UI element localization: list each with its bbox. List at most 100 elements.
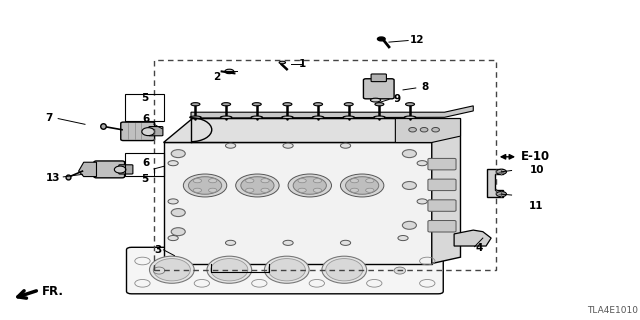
- Ellipse shape: [191, 103, 200, 106]
- FancyBboxPatch shape: [149, 126, 163, 136]
- Ellipse shape: [314, 179, 321, 183]
- Ellipse shape: [168, 161, 178, 166]
- Circle shape: [496, 192, 506, 197]
- Polygon shape: [396, 119, 461, 142]
- Ellipse shape: [209, 179, 217, 183]
- Ellipse shape: [211, 259, 248, 281]
- Text: 6: 6: [143, 114, 150, 124]
- Ellipse shape: [404, 116, 416, 119]
- Bar: [154, 60, 495, 270]
- Text: 10: 10: [530, 165, 545, 175]
- Polygon shape: [191, 106, 473, 118]
- Ellipse shape: [188, 177, 221, 194]
- Ellipse shape: [371, 98, 381, 102]
- Ellipse shape: [168, 236, 178, 241]
- Ellipse shape: [145, 128, 154, 134]
- Ellipse shape: [172, 228, 185, 236]
- Ellipse shape: [261, 188, 269, 192]
- Text: FR.: FR.: [42, 285, 64, 298]
- Ellipse shape: [207, 256, 252, 283]
- Ellipse shape: [398, 236, 408, 241]
- Text: TLA4E1010: TLA4E1010: [587, 307, 638, 316]
- Ellipse shape: [225, 240, 236, 245]
- Ellipse shape: [298, 188, 307, 192]
- Ellipse shape: [142, 128, 155, 136]
- Ellipse shape: [261, 179, 269, 183]
- Text: 7: 7: [45, 113, 52, 123]
- Ellipse shape: [288, 174, 332, 197]
- Ellipse shape: [193, 179, 202, 183]
- Bar: [125, 94, 164, 121]
- Text: 11: 11: [529, 201, 543, 211]
- Ellipse shape: [225, 143, 236, 148]
- Ellipse shape: [375, 103, 384, 106]
- Ellipse shape: [312, 116, 324, 119]
- Ellipse shape: [246, 179, 254, 183]
- Text: 13: 13: [46, 172, 60, 182]
- Ellipse shape: [172, 209, 185, 217]
- FancyBboxPatch shape: [428, 220, 456, 232]
- Text: 6: 6: [143, 158, 150, 168]
- Ellipse shape: [251, 116, 262, 119]
- Ellipse shape: [420, 127, 428, 132]
- Ellipse shape: [346, 177, 379, 194]
- Polygon shape: [454, 230, 491, 246]
- Text: E-10: E-10: [521, 150, 550, 163]
- Ellipse shape: [252, 103, 261, 106]
- Ellipse shape: [350, 188, 358, 192]
- Ellipse shape: [298, 179, 307, 183]
- Ellipse shape: [403, 181, 417, 189]
- Ellipse shape: [344, 103, 353, 106]
- Ellipse shape: [150, 256, 194, 283]
- Text: 2: 2: [213, 72, 220, 82]
- FancyBboxPatch shape: [121, 122, 155, 140]
- Ellipse shape: [283, 240, 293, 245]
- Text: 5: 5: [141, 93, 148, 103]
- Ellipse shape: [326, 259, 363, 281]
- Ellipse shape: [409, 127, 417, 132]
- Ellipse shape: [241, 177, 274, 194]
- Circle shape: [378, 37, 385, 41]
- Text: 4: 4: [476, 243, 483, 252]
- Ellipse shape: [314, 188, 321, 192]
- FancyBboxPatch shape: [164, 142, 432, 264]
- Ellipse shape: [314, 103, 323, 106]
- Ellipse shape: [374, 116, 385, 119]
- Ellipse shape: [283, 103, 292, 106]
- Ellipse shape: [340, 240, 351, 245]
- Ellipse shape: [403, 150, 417, 158]
- Ellipse shape: [432, 127, 440, 132]
- FancyBboxPatch shape: [94, 161, 125, 178]
- Ellipse shape: [283, 143, 293, 148]
- Ellipse shape: [154, 267, 165, 274]
- FancyBboxPatch shape: [428, 200, 456, 211]
- Circle shape: [496, 169, 506, 174]
- Ellipse shape: [417, 199, 428, 204]
- Ellipse shape: [264, 256, 309, 283]
- Ellipse shape: [209, 188, 217, 192]
- FancyBboxPatch shape: [371, 74, 387, 82]
- Ellipse shape: [293, 177, 326, 194]
- Polygon shape: [432, 119, 461, 264]
- Text: 1: 1: [298, 60, 306, 69]
- Polygon shape: [164, 119, 461, 142]
- Text: 8: 8: [422, 82, 429, 92]
- Circle shape: [225, 69, 234, 74]
- Ellipse shape: [365, 188, 374, 192]
- Ellipse shape: [282, 116, 293, 119]
- Text: 9: 9: [393, 94, 400, 104]
- FancyBboxPatch shape: [364, 79, 394, 99]
- Text: 3: 3: [155, 245, 162, 255]
- Ellipse shape: [403, 221, 417, 229]
- Ellipse shape: [193, 188, 202, 192]
- Ellipse shape: [365, 179, 374, 183]
- Ellipse shape: [183, 174, 227, 197]
- Ellipse shape: [340, 174, 384, 197]
- Ellipse shape: [154, 259, 190, 281]
- Ellipse shape: [246, 188, 254, 192]
- Text: 12: 12: [410, 35, 424, 44]
- FancyBboxPatch shape: [428, 179, 456, 191]
- Ellipse shape: [220, 116, 232, 119]
- Ellipse shape: [221, 103, 230, 106]
- Ellipse shape: [189, 116, 201, 119]
